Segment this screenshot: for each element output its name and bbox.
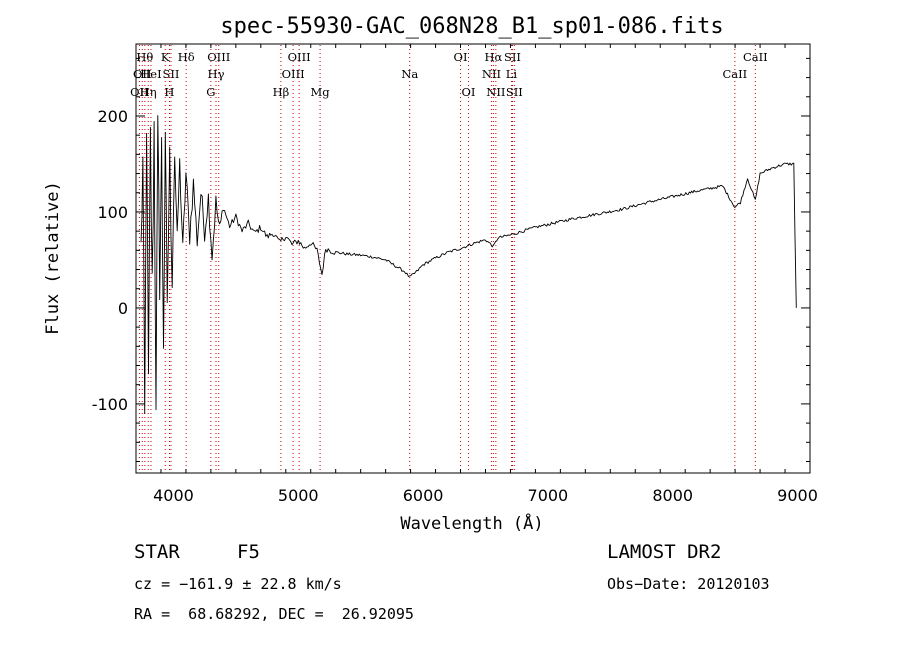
line-label: Mg xyxy=(311,85,331,99)
line-label: OIII xyxy=(207,50,230,64)
line-label: HeI xyxy=(140,67,161,81)
line-label: Hβ xyxy=(273,85,290,99)
line-label: OII xyxy=(130,85,149,99)
line-label: SII xyxy=(506,85,523,99)
line-label: Hγ xyxy=(208,67,225,81)
line-label: NII xyxy=(482,67,501,81)
line-label: Hδ xyxy=(178,50,195,64)
plot-frame xyxy=(135,43,811,474)
x-tick-label: 5000 xyxy=(278,486,319,505)
x-tick-label: 8000 xyxy=(652,486,693,505)
y-tick-label: 200 xyxy=(97,107,128,126)
survey-name: LAMOST DR2 xyxy=(607,541,722,563)
x-axis-label: Wavelength (Å) xyxy=(400,512,543,534)
line-label: K xyxy=(161,50,170,64)
chart-title: spec-55930-GAC_068N28_B1_sp01-086.fits xyxy=(220,14,723,39)
line-label: Hα xyxy=(484,50,502,64)
spectral-line-markers xyxy=(138,45,756,472)
spectral-line-labels: OIIOIIHθHηHeIKHSIIHδGHγOIIIHβOIIIOIIIMgN… xyxy=(130,50,768,99)
x-tick-label: 9000 xyxy=(777,486,818,505)
line-label: Hη xyxy=(140,85,157,99)
x-tick-label: 6000 xyxy=(403,486,444,505)
x-tick-label: 4000 xyxy=(153,486,194,505)
x-tick-label: 7000 xyxy=(528,486,569,505)
line-label: NII xyxy=(486,85,505,99)
spectrum-line xyxy=(140,115,797,415)
line-label: Li xyxy=(506,67,518,81)
y-axis-label: Flux (relative) xyxy=(43,181,63,335)
line-label: CaII xyxy=(722,67,747,81)
line-label: G xyxy=(206,85,215,99)
line-label: SII xyxy=(162,67,179,81)
object-class: STAR xyxy=(134,541,180,563)
object-subclass: F5 xyxy=(237,541,260,563)
line-label: OI xyxy=(454,50,468,64)
spectrum-series xyxy=(140,115,797,415)
y-tick-label: 100 xyxy=(97,203,128,222)
line-label: Hθ xyxy=(136,50,153,64)
sky-coordinates: RA = 68.68292, DEC = 26.92095 xyxy=(134,605,414,623)
y-axis-ticks: -100 0 100 200 xyxy=(92,57,810,462)
line-label: CaII xyxy=(743,50,768,64)
line-label: H xyxy=(164,85,174,99)
line-label: Na xyxy=(401,67,418,81)
line-label: SII xyxy=(504,50,521,64)
y-tick-label: 0 xyxy=(118,299,128,318)
line-label: OI xyxy=(462,85,476,99)
redshift-velocity: cz = −161.9 ± 22.8 km/s xyxy=(134,575,342,593)
observation-date: Obs−Date: 20120103 xyxy=(607,575,770,593)
line-label: OIII xyxy=(282,67,305,81)
line-label: OIII xyxy=(288,50,311,64)
x-axis-ticks: 4000 5000 6000 7000 8000 9000 xyxy=(135,44,818,505)
y-tick-label: -100 xyxy=(92,395,128,414)
